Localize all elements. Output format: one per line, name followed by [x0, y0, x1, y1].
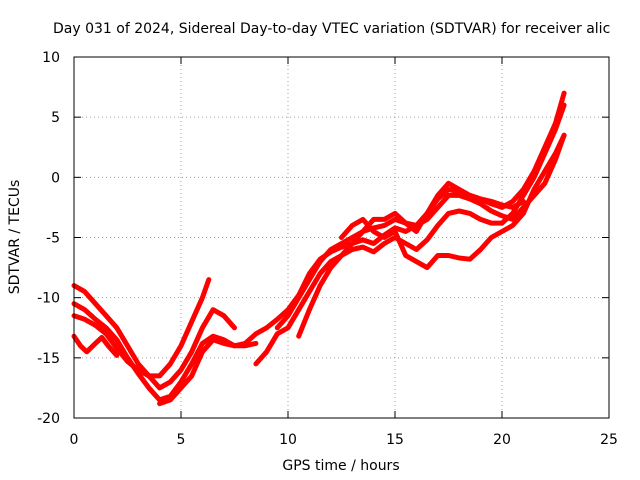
- series-line-track-d: [71, 333, 120, 358]
- x-tick-label: 25: [600, 432, 618, 448]
- y-tick-label: -10: [37, 291, 60, 307]
- data-series-group: [71, 90, 567, 407]
- series-line-track-f: [253, 102, 567, 367]
- x-tick-label: 5: [177, 432, 186, 448]
- x-axis-ticks: 0 5 10 15 20 25: [70, 57, 618, 448]
- x-tick-label: 20: [493, 432, 511, 448]
- series-line-track-c: [71, 301, 259, 403]
- x-tick-label: 15: [386, 432, 404, 448]
- y-tick-label: 5: [51, 110, 60, 126]
- x-axis-label: GPS time / hours: [282, 458, 399, 474]
- y-tick-label: -5: [46, 231, 60, 247]
- x-tick-label: 10: [279, 432, 297, 448]
- series-line-track-b: [71, 283, 237, 391]
- series-line-track-h: [339, 132, 567, 271]
- series-line-track-i: [296, 180, 526, 339]
- y-axis-ticks: -20 -15 -10 -5 0 5 10: [37, 50, 609, 427]
- series-line-track-g: [274, 132, 567, 331]
- y-tick-label: 0: [51, 170, 60, 186]
- y-tick-label: 10: [42, 50, 60, 66]
- chart-title: Day 031 of 2024, Sidereal Day-to-day VTE…: [53, 21, 610, 37]
- y-tick-label: -15: [37, 351, 60, 367]
- x-tick-label: 0: [70, 432, 79, 448]
- y-tick-label: -20: [37, 411, 60, 427]
- y-axis-label: SDTVAR / TECUs: [7, 180, 23, 295]
